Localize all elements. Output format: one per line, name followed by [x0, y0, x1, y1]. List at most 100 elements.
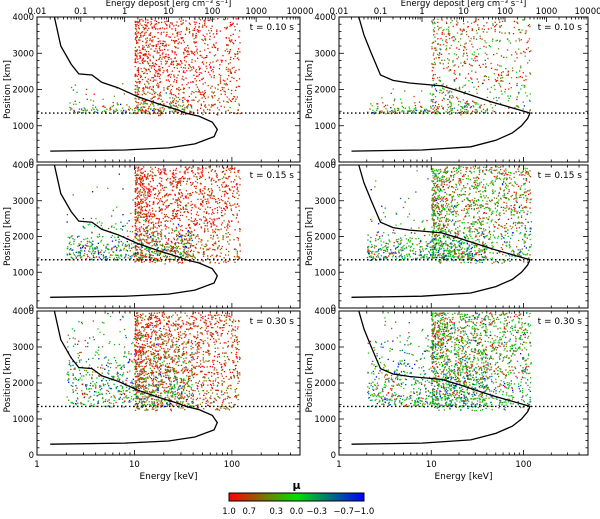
y-tick-label: 0: [331, 158, 336, 168]
x-ticks: [338, 17, 589, 162]
x-tick-label: 100: [224, 460, 240, 470]
time-label: t = 0.15 s: [538, 171, 583, 181]
particle-scatter: [366, 166, 532, 265]
y-tick-label: 2000: [12, 233, 34, 243]
colorbar-tick-label: 0.7: [242, 507, 256, 517]
panel-right-3: t = 0.30 s 0 1000 2000 3000 4000 Position [km]: [305, 307, 589, 461]
y-tick-label: 1000: [12, 268, 34, 278]
panel-right-2: t = 0.15 s 0 1000 2000 3000 4000 Position [km]: [305, 161, 589, 314]
y-axis-title: Position [km]: [305, 60, 315, 119]
colorbar-tick-label: 1.0: [222, 507, 236, 517]
y-tick-label: 2000: [12, 86, 34, 96]
y-tick-label: 1000: [12, 122, 34, 132]
bottom-axis: 1 10 100 Energy [keV]: [336, 460, 531, 482]
top-tick-label: 10: [163, 7, 174, 17]
top-tick-label: 100: [204, 7, 220, 17]
y-axis: 0 1000 2000 3000 4000 Position [km]: [305, 161, 588, 314]
energy-deposit-curve: [50, 310, 219, 445]
y-tick-label: 4000: [12, 13, 34, 23]
panel-left-3: t = 0.30 s 0 1000 2000 3000 4000 Position [km]: [3, 307, 301, 461]
energy-deposit-curve: [50, 164, 219, 298]
y-tick-label: 0: [29, 304, 34, 314]
y-axis-title: Position [km]: [3, 354, 13, 413]
y-tick-label: 0: [29, 451, 34, 461]
colorbar-tick-label: −0.7: [333, 507, 354, 517]
colorbar-tick-label: 0.0: [290, 507, 304, 517]
time-label: t = 0.15 s: [250, 171, 295, 181]
y-tick-label: 2000: [12, 379, 34, 389]
top-axis-title: Energy deposit [erg cm⁻³ s⁻¹]: [106, 0, 232, 9]
top-tick-label: 1000: [536, 7, 558, 17]
y-tick-label: 2000: [314, 233, 336, 243]
y-tick-label: 1000: [314, 268, 336, 278]
x-axis-title: Energy [keV]: [140, 472, 198, 482]
top-tick-label: 0.01: [28, 7, 47, 17]
y-axis-title: Position [km]: [3, 60, 13, 119]
particle-scatter: [367, 312, 532, 412]
x-axis-title: Energy [keV]: [435, 472, 493, 482]
y-tick-label: 1000: [314, 415, 336, 425]
y-axis: 0 1000 2000 3000 4000 Position [km]: [305, 13, 588, 168]
x-tick-label: 1: [336, 460, 341, 470]
y-axis: 0 1000 2000 3000 4000 Position [km]: [305, 307, 588, 461]
x-ticks: [338, 165, 589, 308]
colorbar-tick-label: −1.0: [354, 507, 375, 517]
y-tick-label: 3000: [12, 49, 34, 59]
colorbar-tick-label: −0.3: [306, 507, 327, 517]
y-tick-label: 4000: [12, 307, 34, 317]
x-tick-label: 10: [129, 460, 140, 470]
y-tick-label: 3000: [12, 197, 34, 207]
y-tick-label: 0: [29, 158, 34, 168]
time-label: t = 0.10 s: [538, 23, 583, 33]
energy-deposit-curve: [351, 164, 531, 298]
y-tick-label: 3000: [12, 343, 34, 353]
colorbar-title: μ: [292, 479, 300, 492]
panel-left-2: t = 0.15 s 0 1000 2000 3000 4000 Position [km]: [3, 161, 301, 314]
y-axis-title: Position [km]: [305, 354, 315, 413]
time-label: t = 0.30 s: [250, 317, 295, 327]
top-tick-label: 10: [458, 7, 469, 17]
y-tick-label: 3000: [314, 343, 336, 353]
particle-scatter: [66, 312, 241, 412]
top-tick-label: 1000: [245, 7, 267, 17]
y-tick-label: 0: [331, 304, 336, 314]
top-tick-label: 1: [419, 7, 424, 17]
colorbar-gradient: [229, 493, 364, 501]
particle-scatter: [367, 18, 532, 116]
top-tick-label: 10000: [574, 7, 600, 17]
x-ticks: [36, 17, 301, 162]
energy-deposit-curve: [351, 16, 531, 152]
x-tick-label: 1: [34, 460, 39, 470]
time-label: t = 0.30 s: [538, 317, 583, 327]
y-axis: 0 1000 2000 3000 4000 Position [km]: [3, 13, 300, 168]
x-ticks: [36, 165, 301, 308]
y-axis: 0 1000 2000 3000 4000 Position [km]: [3, 307, 300, 461]
y-axis: 0 1000 2000 3000 4000 Position [km]: [3, 161, 300, 314]
x-tick-label: 100: [515, 460, 531, 470]
y-tick-label: 1000: [314, 122, 336, 132]
y-axis-title: Position [km]: [305, 207, 315, 266]
top-tick-label: 0.1: [374, 7, 388, 17]
panel-right-1: t = 0.10 s 0 1000 2000 3000 4000 Position [km]: [305, 13, 589, 168]
y-tick-label: 3000: [314, 197, 336, 207]
y-tick-label: 2000: [314, 379, 336, 389]
y-axis-title: Position [km]: [3, 207, 13, 266]
x-ticks: [36, 311, 301, 455]
panel-left-1: t = 0.10 s 0 1000 2000 3000 4000 Position [km]: [3, 13, 301, 168]
particle-scatter: [69, 18, 241, 117]
y-tick-label: 4000: [314, 13, 336, 23]
y-tick-label: 3000: [314, 49, 336, 59]
top-axis-title: Energy deposit [erg cm⁻³ s⁻¹]: [401, 0, 527, 9]
x-tick-label: 10: [426, 460, 437, 470]
top-tick-label: 0.01: [330, 7, 349, 17]
energy-deposit-curve: [351, 310, 531, 445]
top-tick-label: 100: [497, 7, 513, 17]
x-ticks: [338, 311, 589, 455]
top-axis: 0.01 0.1 1 10 100 1000 10000 Energy deposit [er…: [28, 0, 314, 17]
y-tick-label: 0: [331, 451, 336, 461]
top-tick-label: 0.1: [74, 7, 88, 17]
y-tick-label: 4000: [314, 161, 336, 171]
energy-deposit-curve: [50, 16, 219, 152]
